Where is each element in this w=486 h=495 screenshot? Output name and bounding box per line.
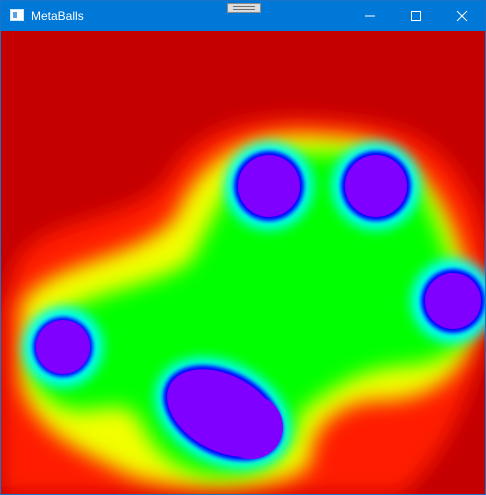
ball-right bbox=[425, 273, 481, 329]
title-bar[interactable]: MetaBalls bbox=[1, 1, 485, 31]
metaball-cores bbox=[36, 155, 481, 459]
field-green-layer bbox=[30, 152, 472, 476]
drag-grip-icon[interactable] bbox=[227, 3, 261, 13]
window-title: MetaBalls bbox=[31, 9, 84, 23]
ball-top-right bbox=[345, 155, 407, 217]
metaballs-canvas[interactable] bbox=[1, 31, 485, 494]
close-button[interactable] bbox=[439, 1, 485, 31]
minimize-icon bbox=[365, 15, 375, 17]
maximize-button[interactable] bbox=[393, 1, 439, 31]
ball-top-left bbox=[238, 155, 300, 217]
maximize-icon bbox=[411, 11, 421, 21]
ball-left bbox=[36, 320, 90, 374]
app-window-icon bbox=[10, 9, 24, 21]
metaballs-field bbox=[1, 31, 485, 494]
ball-bottom-b bbox=[219, 395, 283, 459]
close-icon bbox=[456, 10, 468, 22]
minimize-button[interactable] bbox=[347, 1, 393, 31]
